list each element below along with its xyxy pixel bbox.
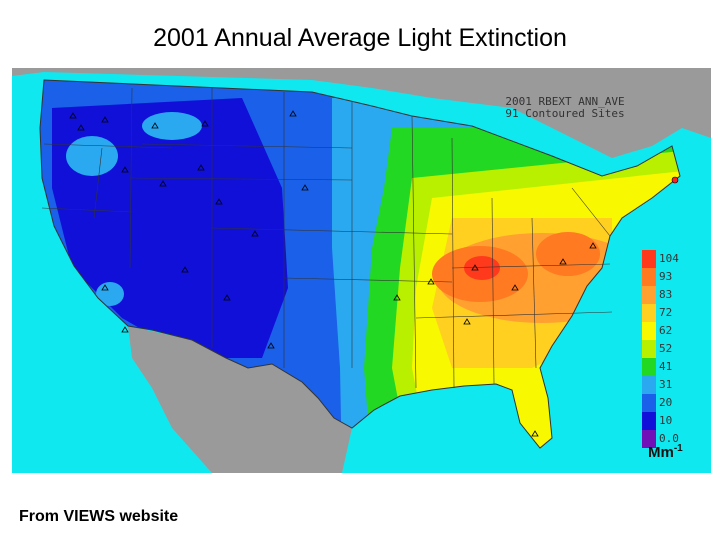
legend-swatch <box>642 412 656 430</box>
highlight-site-marker <box>671 176 679 184</box>
legend-row: 52 <box>642 340 702 358</box>
site-marker <box>181 266 189 273</box>
site-marker <box>101 116 109 123</box>
legend-row: 31 <box>642 376 702 394</box>
legend-label: 72 <box>659 306 673 319</box>
legend-swatch <box>642 304 656 322</box>
us-border <box>39 79 681 449</box>
site-marker <box>471 264 479 271</box>
legend-label: 83 <box>659 288 673 301</box>
site-marker <box>159 180 167 187</box>
legend-label: 20 <box>659 396 673 409</box>
legend-row: 10 <box>642 412 702 430</box>
legend-swatch <box>642 286 656 304</box>
legend-label: 31 <box>659 378 673 391</box>
legend-swatch <box>642 394 656 412</box>
site-marker <box>69 112 77 119</box>
map-inset-title: 2001 RBEXT ANN_AVE 91 Contoured Sites <box>490 96 640 120</box>
legend-row: 83 <box>642 286 702 304</box>
site-marker <box>121 166 129 173</box>
legend-swatch <box>642 322 656 340</box>
legend-row: 62 <box>642 322 702 340</box>
site-marker <box>77 124 85 131</box>
legend-label: 52 <box>659 342 673 355</box>
legend-label: 62 <box>659 324 673 337</box>
legend-row: 41 <box>642 358 702 376</box>
mexico-landmass <box>128 326 352 473</box>
site-marker <box>531 430 539 437</box>
legend-swatch <box>642 430 656 448</box>
state-lines <box>41 87 613 389</box>
legend-label: 41 <box>659 360 673 373</box>
legend-label: 0.0 <box>659 432 679 445</box>
canada-landmass <box>12 68 711 158</box>
site-marker <box>301 184 309 191</box>
legend-swatch <box>642 340 656 358</box>
map-graphic <box>12 68 711 473</box>
unit-text: Mm <box>648 444 674 461</box>
page-title: 2001 Annual Average Light Extinction <box>153 24 567 52</box>
site-marker <box>201 120 209 127</box>
legend-swatch <box>642 376 656 394</box>
extinction-map: 2001 RBEXT ANN_AVE 91 Contoured Sites 10… <box>12 68 711 473</box>
legend-swatch <box>642 268 656 286</box>
site-marker <box>427 278 435 285</box>
inset-title-line1: 2001 RBEXT ANN_AVE <box>505 95 625 108</box>
color-legend: 104 93 83 72 62 52 41 31 <box>642 250 702 450</box>
legend-row: 72 <box>642 304 702 322</box>
source-credit: From VIEWS website <box>19 508 179 525</box>
site-markers <box>69 110 597 437</box>
site-marker <box>215 198 223 205</box>
site-marker <box>151 122 159 129</box>
site-marker <box>101 284 109 291</box>
site-marker <box>223 294 231 301</box>
legend-swatch <box>642 250 656 268</box>
unit-label: Mm-1 <box>648 443 683 461</box>
legend-row: 0.0 <box>642 430 702 448</box>
site-marker <box>289 110 297 117</box>
site-marker <box>559 258 567 265</box>
site-marker <box>251 230 259 237</box>
site-marker <box>121 326 129 333</box>
inset-title-line2: 91 Contoured Sites <box>505 107 625 120</box>
site-marker <box>511 284 519 291</box>
legend-row: 93 <box>642 268 702 286</box>
legend-label: 93 <box>659 270 673 283</box>
site-marker <box>393 294 401 301</box>
legend-row: 20 <box>642 394 702 412</box>
legend-swatch <box>642 358 656 376</box>
legend-row: 104 <box>642 250 702 268</box>
site-marker <box>463 318 471 325</box>
site-marker <box>589 242 597 249</box>
site-marker <box>267 342 275 349</box>
site-marker <box>197 164 205 171</box>
unit-exponent: -1 <box>673 443 683 454</box>
legend-label: 104 <box>659 252 679 265</box>
legend-label: 10 <box>659 414 673 427</box>
